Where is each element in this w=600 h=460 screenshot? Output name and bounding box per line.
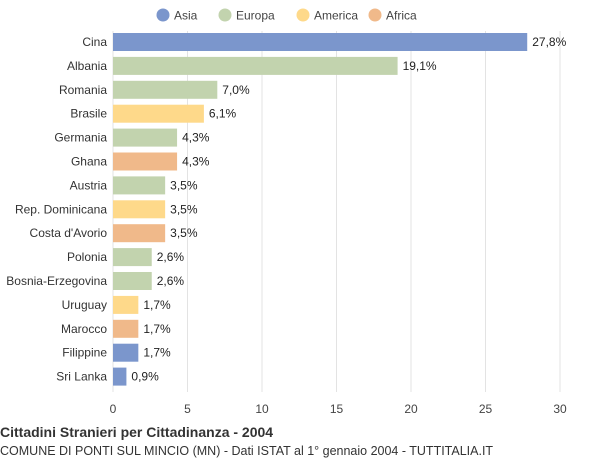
legend-swatch-africa [368, 8, 382, 22]
bar-chart: Asia Europa America Africa Cina 27,8% Albania… [6, 8, 567, 416]
bar-rep-dominicana [113, 200, 166, 219]
x-axis-ticks: 0 5 10 15 20 25 30 [110, 402, 567, 416]
category-label: Costa d'Avorio [30, 226, 108, 240]
legend-label-asia: Asia [174, 9, 198, 23]
bar-albania [113, 56, 398, 75]
bar-sri-lanka [113, 367, 127, 386]
bar-brasile [113, 104, 204, 123]
value-label: 1,7% [143, 322, 171, 336]
x-tick-label: 5 [184, 402, 191, 416]
legend-swatch-america [296, 8, 310, 22]
x-tick-label: 30 [553, 402, 567, 416]
bar-cina [113, 33, 528, 51]
legend-label-africa: Africa [386, 9, 417, 23]
category-label: Marocco [61, 322, 107, 336]
value-label: 1,7% [143, 346, 171, 360]
value-label: 3,5% [170, 226, 198, 240]
bar-ghana [113, 152, 178, 171]
value-label: 4,3% [182, 131, 210, 145]
x-tick-label: 20 [404, 402, 418, 416]
legend-swatch-asia [156, 8, 170, 22]
bar-germania [113, 128, 178, 147]
category-label: Uruguay [62, 298, 107, 312]
legend-label-america: America [314, 9, 358, 23]
value-label: 2,6% [157, 274, 185, 288]
bars: Cina 27,8% Albania 19,1% Romania 7,0% Brasile 6… [6, 33, 567, 386]
value-label: 7,0% [222, 83, 250, 97]
legend: Asia Europa America Africa [156, 8, 417, 23]
x-tick-label: 0 [110, 402, 117, 416]
category-label: Cina [82, 35, 107, 49]
value-label: 0,9% [131, 370, 159, 384]
category-label: Romania [59, 83, 107, 97]
category-label: Sri Lanka [56, 370, 107, 384]
category-label: Polonia [67, 250, 107, 264]
chart-title: Cittadini Stranieri per Cittadinanza - 2… [0, 424, 274, 440]
bar-costa-d-avorio [113, 224, 166, 243]
value-label: 19,1% [403, 59, 437, 73]
bar-filippine [113, 343, 139, 362]
chart-subtitle: COMUNE DI PONTI SUL MINCIO (MN) - Dati I… [0, 444, 494, 458]
x-tick-label: 25 [479, 402, 493, 416]
category-label: Rep. Dominicana [15, 202, 107, 216]
value-label: 4,3% [182, 155, 210, 169]
value-label: 3,5% [170, 178, 198, 192]
bar-polonia [113, 248, 152, 267]
category-label: Ghana [71, 155, 107, 169]
bar-marocco [113, 319, 139, 338]
value-label: 1,7% [143, 298, 171, 312]
value-label: 3,5% [170, 202, 198, 216]
bar-uruguay [113, 295, 139, 314]
legend-swatch-europa [218, 8, 232, 22]
category-label: Germania [54, 131, 107, 145]
category-label: Austria [70, 178, 108, 192]
category-label: Bosnia-Erzegovina [6, 274, 107, 288]
bar-bosnia-erzegovina [113, 272, 152, 290]
x-tick-label: 10 [255, 402, 269, 416]
legend-label-europa: Europa [236, 9, 275, 23]
x-tick-label: 15 [330, 402, 344, 416]
value-label: 6,1% [209, 107, 237, 121]
value-label: 2,6% [157, 250, 185, 264]
category-label: Filippine [62, 346, 107, 360]
value-label: 27,8% [532, 35, 566, 49]
bar-romania [113, 80, 218, 99]
category-label: Albania [67, 59, 107, 73]
category-label: Brasile [70, 107, 107, 121]
bar-austria [113, 176, 166, 195]
